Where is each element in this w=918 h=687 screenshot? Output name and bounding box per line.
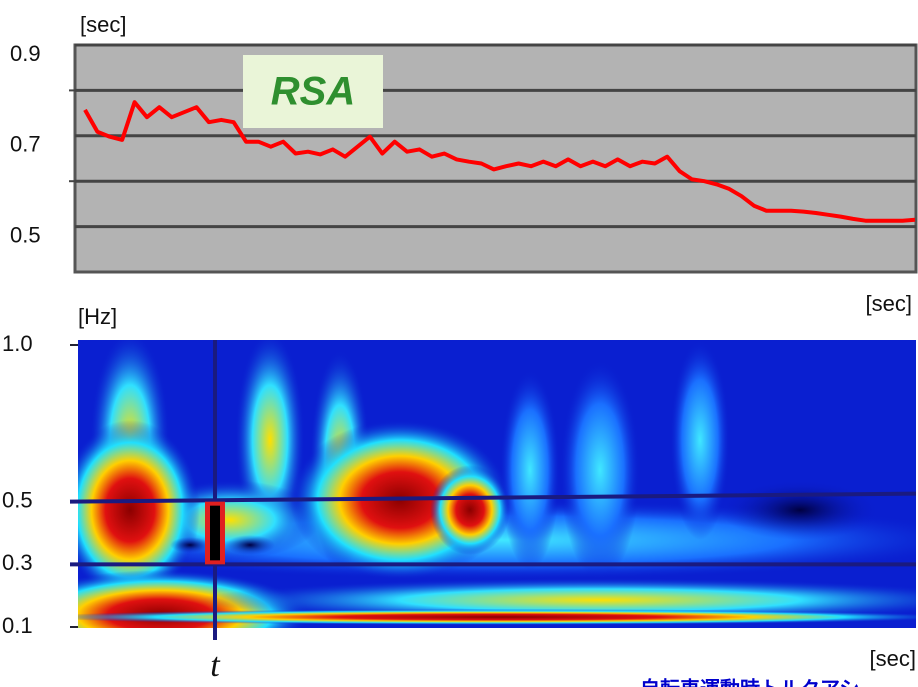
plot-area [73,43,918,274]
footer: 自転車運動時トルクアシ [640,676,859,687]
y-unit: [sec] [80,12,126,37]
blob [430,465,510,555]
annotation: RSA [271,70,355,114]
blob [500,370,560,570]
window-bar [210,505,220,561]
blob [170,537,210,553]
blob [560,360,640,580]
y-tick-label: 0.5 [2,487,33,512]
band-line [69,491,917,504]
annotation-box [243,55,383,128]
y-tick-label: 1.0 [2,331,33,356]
x-unit: [sec] [870,646,916,671]
blob [670,340,730,540]
blob [78,420,200,600]
y-tick-label: 0.3 [2,550,33,575]
y-tick-label: 0.7 [10,132,41,157]
blob [225,535,275,555]
y-unit: [Hz] [78,304,117,329]
x-unit: [sec] [866,291,912,316]
spectrogram [78,340,916,628]
y-tick-label: 0.1 [2,613,33,638]
spectrogram-overlay: 0.1 0.3 0.5 1.0 [2,331,917,640]
line-chart: 0.5 0.7 0.9 [10,41,916,247]
blob [720,480,880,540]
blob [78,609,916,625]
y-tick-label: 0.5 [10,222,41,247]
line [83,100,916,223]
marker-label: t [210,647,221,684]
y-tick-label: 0.9 [10,41,41,66]
